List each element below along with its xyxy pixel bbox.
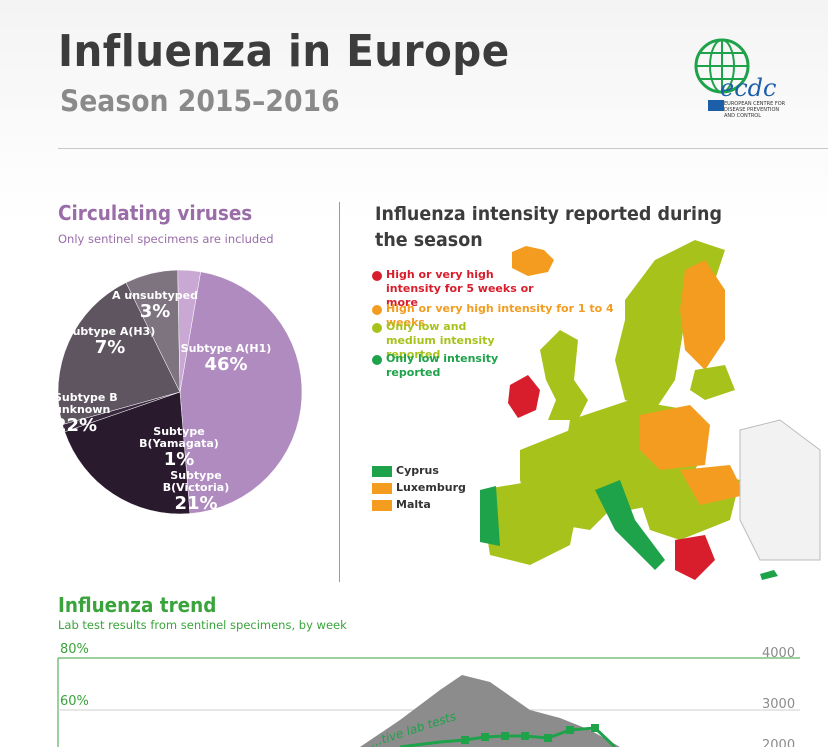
ecdc-logo: ecdc bbox=[694, 38, 776, 111]
map-iceland bbox=[512, 246, 554, 276]
map-portugal bbox=[480, 486, 500, 546]
map-spain bbox=[480, 480, 580, 565]
map-baltics bbox=[690, 365, 735, 400]
legend-dot-orange bbox=[372, 305, 382, 315]
swatch-malta bbox=[372, 500, 392, 511]
pie-label-b-unknown: Subtype B unknown 22% bbox=[54, 391, 118, 437]
pie-label-b-yamagata: Subtype B(Yamagata) 1% bbox=[139, 425, 219, 471]
pie-label-a-h1: Subtype A(H1) 46% bbox=[180, 342, 272, 376]
pie-label-a-unsubtyped: A unsubtyped 3% bbox=[112, 289, 198, 323]
pie-slice-0 bbox=[179, 271, 303, 514]
pie-slice-3 bbox=[57, 282, 181, 425]
viruses-title: Circulating viruses bbox=[58, 201, 253, 225]
page-subtitle: Season 2015–2016 bbox=[60, 84, 340, 118]
right-tick-3000: 3000 bbox=[762, 697, 796, 712]
map-poland bbox=[640, 405, 710, 470]
map-romania bbox=[680, 465, 745, 505]
map-cyprus bbox=[760, 570, 778, 580]
map-ireland bbox=[508, 375, 540, 418]
legend-dot-yellowgreen bbox=[372, 323, 382, 333]
legend-high-5-weeks: High or very high intensity for 5 weeks … bbox=[386, 268, 534, 309]
map-finland bbox=[680, 260, 725, 370]
header-divider bbox=[58, 148, 828, 149]
legend-dot-green bbox=[372, 355, 382, 365]
virus-pie-chart bbox=[57, 269, 303, 515]
label-luxemburg: Luxemburg bbox=[396, 481, 466, 494]
viruses-subtitle: Only sentinel specimens are included bbox=[58, 232, 274, 246]
legend-high-1-4-weeks: High or very high intensity for 1 to 4 w… bbox=[386, 302, 614, 329]
right-tick-2000: 2000 bbox=[762, 738, 796, 747]
logo-text: ecdc bbox=[720, 74, 776, 102]
swatch-cyprus bbox=[372, 466, 392, 477]
page-title: Influenza in Europe bbox=[58, 26, 510, 77]
trend-line bbox=[399, 726, 617, 747]
legend-low-medium: Only low and medium intensity reported bbox=[386, 320, 495, 361]
map-greece bbox=[675, 535, 715, 580]
trend-chart: …tive lab tests bbox=[57, 657, 800, 747]
label-malta: Malta bbox=[396, 498, 431, 511]
label-cyprus: Cyprus bbox=[396, 464, 439, 477]
trend-title: Influenza trend bbox=[58, 593, 217, 617]
section-divider bbox=[339, 202, 340, 582]
trend-markers bbox=[461, 724, 599, 744]
legend-low-only: Only low intensity reported bbox=[386, 352, 499, 379]
map-east bbox=[739, 419, 821, 561]
trend-subtitle: Lab test results from sentinel specimens… bbox=[58, 618, 347, 632]
left-tick-60: 60% bbox=[60, 694, 89, 709]
map-italy bbox=[595, 480, 665, 570]
pie-label-b-victoria: Subtype B(Victoria) 21% bbox=[162, 469, 230, 515]
intensity-title: Influenza intensity reported during the … bbox=[375, 203, 722, 251]
europe-map bbox=[480, 240, 821, 580]
legend-dot-red bbox=[372, 271, 382, 281]
trend-area bbox=[360, 675, 620, 747]
pie-slice-1 bbox=[64, 391, 191, 515]
right-tick-4000: 4000 bbox=[762, 646, 796, 661]
left-tick-80: 80% bbox=[60, 642, 89, 657]
map-uk bbox=[540, 330, 588, 420]
pie-slice-5 bbox=[177, 269, 201, 393]
swatch-luxemburg bbox=[372, 483, 392, 494]
pie-label-a-h3: Subtype A(H3) 7% bbox=[64, 325, 156, 359]
logo-subtext: EUROPEAN CENTRE FOR DISEASE PREVENTION A… bbox=[724, 101, 786, 119]
